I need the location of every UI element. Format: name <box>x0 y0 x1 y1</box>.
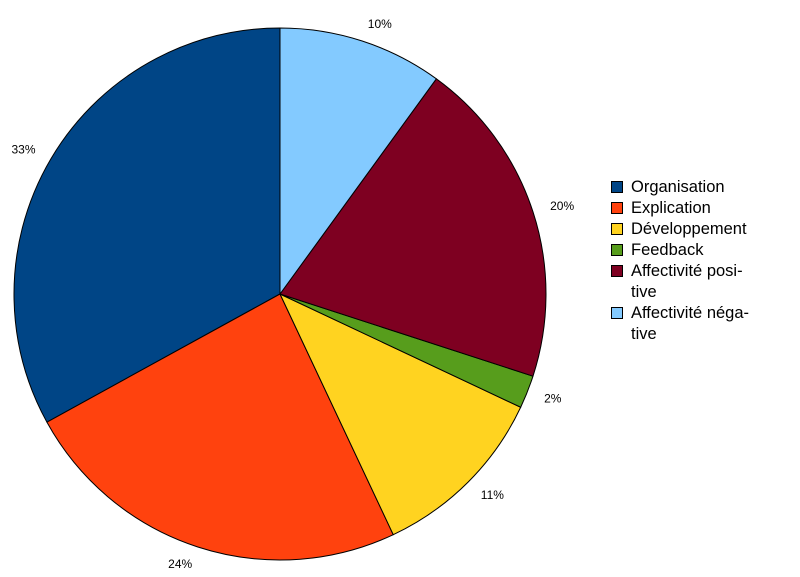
legend-label-feedback: Feedback <box>631 241 704 259</box>
pie-slice-affectivite-nega-tive <box>279 27 437 295</box>
legend-swatch-explication <box>611 202 623 214</box>
pie-label-feedback: 2% <box>544 392 562 406</box>
pie-label-affectivite-nega-tive: 10% <box>368 17 392 31</box>
pie-slice-affectivite-posi-tive <box>279 78 547 377</box>
legend-label-organisation: Organisation <box>631 178 725 196</box>
legend-swatch-feedback <box>611 244 623 256</box>
legend-item-affectivite-positive: Affectivité posi-tive <box>611 261 796 303</box>
legend-swatch-organisation <box>611 181 623 193</box>
legend-label-affectivite-negative: Affectivité néga-tive <box>631 304 750 343</box>
legend-swatch-affectivite-negative <box>611 307 623 319</box>
legend-label-affectivite-positive: Affectivité posi-tive <box>631 262 743 301</box>
legend-item-explication: Explication <box>611 198 796 219</box>
pie-slice-explication <box>46 293 394 561</box>
chart-legend: Organisation Explication Développement F… <box>611 177 796 345</box>
pie-slices <box>13 27 547 561</box>
pie-slice-organisation <box>13 27 281 423</box>
legend-swatch-developpement <box>611 223 623 235</box>
pie-slice-developpement <box>279 293 522 536</box>
pie-value-labels: 33% 24% 11% 2% 20% 10% <box>11 17 574 571</box>
legend-item-developpement: Développement <box>611 219 796 240</box>
legend-item-organisation: Organisation <box>611 177 796 198</box>
pie-label-explication: 24% <box>168 557 192 571</box>
pie-label-organisation: 33% <box>11 142 35 156</box>
pie-label-affectivite-posi-tive: 20% <box>550 199 574 213</box>
legend-label-explication: Explication <box>631 199 711 217</box>
legend-label-developpement: Développement <box>631 220 747 238</box>
legend-item-affectivite-negative: Affectivité néga-tive <box>611 303 796 345</box>
legend-swatch-affectivite-positive <box>611 265 623 277</box>
pie-label-developpement: 11% <box>481 488 504 502</box>
legend-item-feedback: Feedback <box>611 240 796 261</box>
